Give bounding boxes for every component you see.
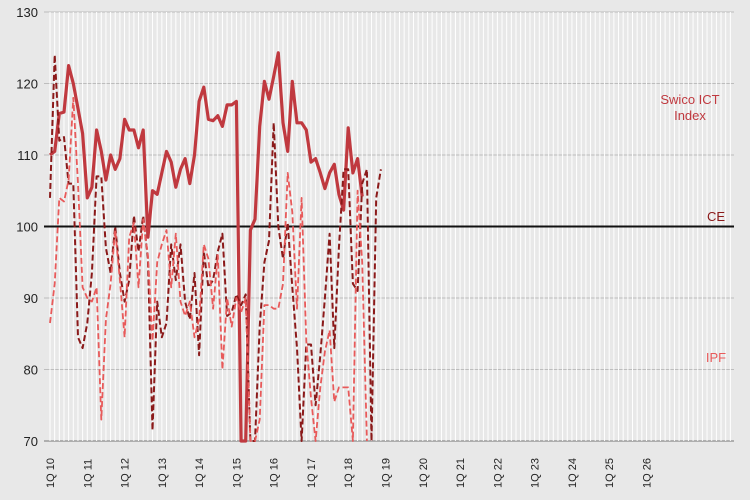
x-axis-tick-labels: 1Q 10 1Q 11 1Q 12 1Q 13 1Q 14 1Q 15 1Q 16 1Q 17… bbox=[45, 458, 653, 488]
x-tick-label: 1Q 12 bbox=[120, 458, 132, 488]
x-tick-label: 1Q 26 bbox=[641, 458, 653, 488]
x-tick-label: 1Q 11 bbox=[82, 459, 94, 488]
x-tick-label: 1Q 19 bbox=[381, 458, 393, 488]
series-label: Swico ICT bbox=[660, 92, 719, 107]
x-tick-label: 1Q 10 bbox=[45, 458, 57, 488]
y-tick-label: 130 bbox=[16, 5, 38, 20]
y-tick-label: 110 bbox=[17, 148, 38, 163]
y-axis-tick-labels: 70 80 90 100 110 120 130 bbox=[16, 5, 38, 449]
series-label: IPF bbox=[706, 350, 726, 365]
y-tick-label: 120 bbox=[16, 77, 38, 92]
x-tick-label: 1Q 14 bbox=[194, 458, 206, 488]
x-tick-label: 1Q 22 bbox=[492, 458, 504, 488]
x-tick-label: 1Q 21 bbox=[455, 458, 467, 488]
series-line bbox=[49, 96, 368, 442]
x-tick-label: 1Q 18 bbox=[343, 458, 355, 488]
x-tick-label: 1Q 20 bbox=[418, 458, 430, 488]
series-line bbox=[49, 53, 382, 442]
x-tick-label: 1Q 16 bbox=[269, 458, 281, 488]
x-tick-label: 1Q 25 bbox=[604, 458, 616, 488]
x-tick-label: 1Q 23 bbox=[530, 458, 542, 488]
y-tick-label: 80 bbox=[24, 363, 38, 378]
y-tick-label: 100 bbox=[16, 220, 38, 235]
series-label: Index bbox=[674, 108, 706, 123]
series-label: CE bbox=[707, 209, 725, 224]
x-tick-label: 1Q 24 bbox=[567, 458, 579, 488]
series-lines bbox=[49, 51, 382, 443]
x-tick-label: 1Q 15 bbox=[231, 458, 243, 488]
series-line bbox=[49, 51, 364, 443]
y-tick-label: 90 bbox=[24, 291, 38, 306]
x-tick-label: 1Q 17 bbox=[306, 458, 318, 488]
x-tick-label: 1Q 13 bbox=[157, 458, 169, 488]
y-tick-label: 70 bbox=[24, 434, 38, 449]
